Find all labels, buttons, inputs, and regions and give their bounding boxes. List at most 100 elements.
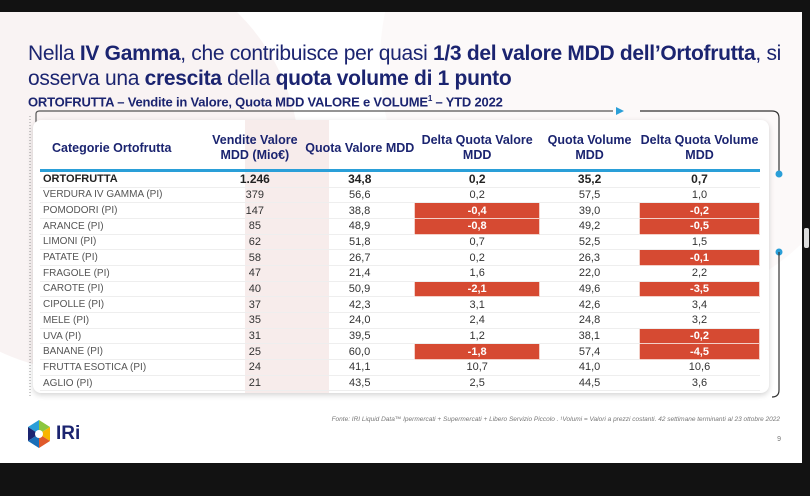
cell-vendite: 21 xyxy=(204,375,305,392)
table-row: BANANE (PI) 25 60,0 -1,8 57,4 -4,5 xyxy=(40,343,760,361)
cell-quota-volume: 49,6 xyxy=(539,281,640,298)
slide-subtitle: ORTOFRUTTA – Vendite in Valore, Quota MD… xyxy=(28,94,503,110)
header-delta-valore: Delta Quota Valore MDD xyxy=(414,128,540,172)
table-row: CIPOLLE (PI) 37 42,3 3,1 42,6 3,4 xyxy=(40,296,760,313)
cell-categoria: CAROTE (PI) xyxy=(40,281,205,298)
cell-quota-valore: 26,7 xyxy=(304,249,415,266)
cell-quota-valore: 56,6 xyxy=(304,187,415,204)
slide: Nella IV Gamma, che contribuisce per qua… xyxy=(0,12,802,463)
cell-delta-volume: -0,1 xyxy=(639,249,760,266)
cell-delta-valore: -2,1 xyxy=(414,280,541,298)
cell-categoria: CIPOLLE (PI) xyxy=(40,296,205,313)
cell-quota-valore: 21,4 xyxy=(304,265,415,282)
cell-quota-valore: 48,9 xyxy=(304,218,415,235)
header-categoria: Categorie Ortofrutta xyxy=(40,128,205,172)
cell-categoria: PATATE (PI) xyxy=(40,249,205,266)
table-row: MELE (PI) 35 24,0 2,4 24,8 3,2 xyxy=(40,312,760,329)
cell-categoria: LIMONI (PI) xyxy=(40,234,205,251)
cell-vendite: 37 xyxy=(204,296,305,313)
header-quota-valore: Quota Valore MDD xyxy=(304,128,415,172)
cell-quota-valore: 38,8 xyxy=(304,202,415,219)
cell-categoria: AGLIO (PI) xyxy=(40,375,205,392)
cell-vendite: 40 xyxy=(204,281,305,298)
table-row: UVA (PI) 31 39,5 1,2 38,1 -0,2 xyxy=(40,327,760,345)
cell-quota-volume: 42,6 xyxy=(539,296,640,313)
table-row: FRAGOLE (PI) 47 21,4 1,6 22,0 2,2 xyxy=(40,265,760,282)
cell-quota-volume: 35,2 xyxy=(539,170,640,188)
cell-delta-valore: 0,2 xyxy=(414,187,540,204)
cell-delta-volume: 3,4 xyxy=(639,296,760,313)
flow-decoration xyxy=(29,107,783,398)
cell-quota-volume: 41,0 xyxy=(539,359,640,376)
cell-quota-volume: 24,8 xyxy=(539,312,640,329)
table-row: CAROTE (PI) 40 50,9 -2,1 49,6 -3,5 xyxy=(40,280,760,298)
cell-delta-volume: 3,2 xyxy=(639,312,760,329)
cell-delta-volume: -4,5 xyxy=(639,343,760,361)
cell-quota-valore: 51,8 xyxy=(304,234,415,251)
cell-categoria: UVA (PI) xyxy=(40,328,205,345)
cell-quota-valore: 42,3 xyxy=(304,296,415,313)
cell-vendite: 24 xyxy=(204,359,305,376)
source-footnote: Fonte: IRI Liquid Data™ Ipermercati + Su… xyxy=(331,416,780,423)
cell-quota-valore: 41,1 xyxy=(304,359,415,376)
table-row: ARANCE (PI) 85 48,9 -0,8 49,2 -0,5 xyxy=(40,217,760,235)
cell-categoria: ORTOFRUTTA xyxy=(40,170,205,188)
cell-vendite: 47 xyxy=(204,265,305,282)
header-quota-volume: Quota Volume MDD xyxy=(539,128,640,172)
cell-quota-volume: 22,0 xyxy=(539,265,640,282)
cell-delta-volume: -0,5 xyxy=(639,217,760,235)
cell-delta-valore: -0,4 xyxy=(414,202,541,219)
table-row: LIMONI (PI) 62 51,8 0,7 52,5 1,5 xyxy=(40,234,760,251)
cell-categoria: FRAGOLE (PI) xyxy=(40,265,205,282)
cell-quota-valore: 50,9 xyxy=(304,281,415,298)
cell-vendite: 62 xyxy=(204,234,305,251)
logo-text: IRi xyxy=(56,423,81,444)
cell-delta-valore: 0,2 xyxy=(414,170,540,188)
cell-quota-valore: 34,8 xyxy=(304,170,415,188)
iri-logo: IRi xyxy=(28,420,80,448)
cell-categoria: BANANE (PI) xyxy=(40,343,205,361)
cell-vendite: 147 xyxy=(204,202,305,219)
cell-delta-volume: 0,7 xyxy=(639,170,760,188)
cell-vendite: 35 xyxy=(204,312,305,329)
cell-vendite: 58 xyxy=(204,249,305,266)
cell-quota-valore: 24,0 xyxy=(304,312,415,329)
cell-vendite: 85 xyxy=(204,218,305,235)
cell-quota-volume: 38,1 xyxy=(539,328,640,345)
header-vendite: Vendite Valore MDD (Mio€) xyxy=(204,128,305,172)
table-header-row: Categorie Ortofrutta Vendite Valore MDD … xyxy=(40,128,760,172)
cell-quota-volume: 44,5 xyxy=(539,375,640,392)
cell-vendite: 25 xyxy=(204,343,305,361)
page-number: 9 xyxy=(777,436,781,443)
cell-delta-valore: 1,6 xyxy=(414,265,540,282)
cell-quota-volume: 57,4 xyxy=(539,343,640,361)
cell-delta-volume: 10,6 xyxy=(639,359,760,376)
cell-vendite: 1.246 xyxy=(204,170,305,188)
iri-logo-icon xyxy=(28,420,50,448)
cell-vendite: 379 xyxy=(204,187,305,204)
table-row: POMODORI (PI) 147 38,8 -0,4 39,0 -0,2 xyxy=(40,202,760,219)
cell-categoria: FRUTTA ESOTICA (PI) xyxy=(40,359,205,376)
cell-delta-valore: 2,4 xyxy=(414,312,540,329)
cell-delta-volume: 1,5 xyxy=(639,234,760,251)
cell-categoria: MELE (PI) xyxy=(40,312,205,329)
cell-categoria: POMODORI (PI) xyxy=(40,202,205,219)
cell-delta-valore: 2,5 xyxy=(414,375,540,392)
cell-quota-volume: 52,5 xyxy=(539,234,640,251)
cell-categoria: VERDURA IV GAMMA (PI) xyxy=(40,187,205,204)
header-delta-volume: Delta Quota Volume MDD xyxy=(639,128,760,172)
table-row: AGLIO (PI) 21 43,5 2,5 44,5 3,6 xyxy=(40,375,760,392)
cell-delta-volume: -0,2 xyxy=(639,202,760,219)
cell-delta-valore: 1,2 xyxy=(414,328,540,345)
table-row: FRUTTA ESOTICA (PI) 24 41,1 10,7 41,0 10,6 xyxy=(40,359,760,376)
cell-delta-valore: -1,8 xyxy=(414,343,541,361)
table-total-row: ORTOFRUTTA 1.246 34,8 0,2 35,2 0,7 xyxy=(40,170,760,188)
cell-quota-volume: 57,5 xyxy=(539,187,640,204)
cell-quota-volume: 49,2 xyxy=(539,218,640,235)
scrollbar-thumb[interactable] xyxy=(804,228,809,248)
cell-quota-valore: 43,5 xyxy=(304,375,415,392)
cell-quota-valore: 39,5 xyxy=(304,328,415,345)
cell-delta-valore: 0,7 xyxy=(414,234,540,251)
data-table: Categorie Ortofrutta Vendite Valore MDD … xyxy=(40,128,760,392)
cell-delta-volume: 2,2 xyxy=(639,265,760,282)
